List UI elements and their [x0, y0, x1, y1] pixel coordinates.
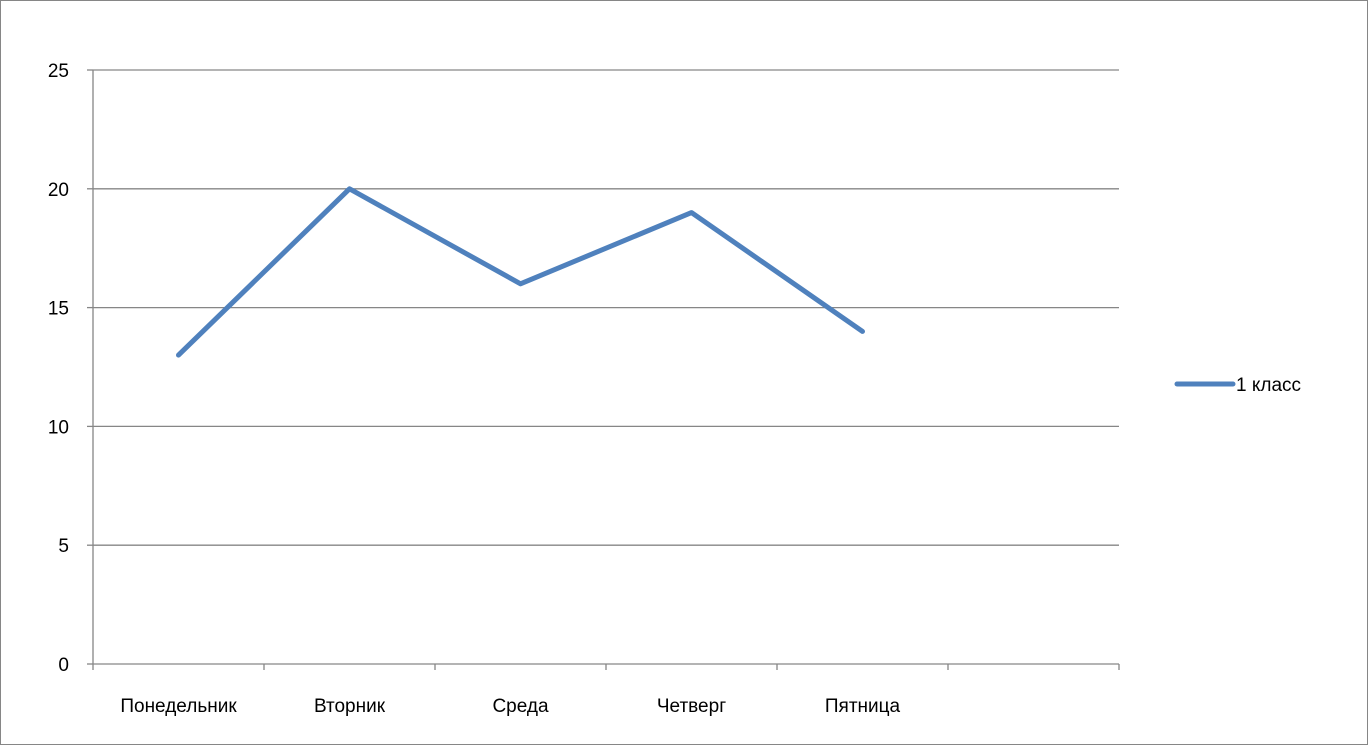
- x-tick-label: Четверг: [657, 696, 726, 717]
- x-tick-label: Вторник: [314, 696, 386, 717]
- gridlines: [93, 70, 1119, 545]
- y-tick-label: 20: [48, 180, 69, 201]
- x-tick-label: Пятница: [825, 696, 901, 717]
- y-tick-label: 10: [48, 417, 69, 438]
- x-tick-labels: Понедельник Вторник Среда Четверг Пятница: [120, 696, 900, 717]
- y-tick-label: 5: [58, 536, 69, 557]
- y-tick-label: 0: [58, 655, 69, 676]
- y-tick-labels: 0 5 10 15 20 25: [48, 61, 69, 676]
- x-tick-label: Понедельник: [120, 696, 237, 717]
- series: [178, 189, 862, 356]
- legend: 1 класс: [1177, 375, 1301, 396]
- series-line: [179, 189, 863, 355]
- y-tick-label: 25: [48, 61, 69, 82]
- y-tick-label: 15: [48, 299, 69, 320]
- legend-label: 1 класс: [1236, 375, 1301, 396]
- axes: [87, 70, 1119, 670]
- x-tick-label: Среда: [492, 696, 549, 717]
